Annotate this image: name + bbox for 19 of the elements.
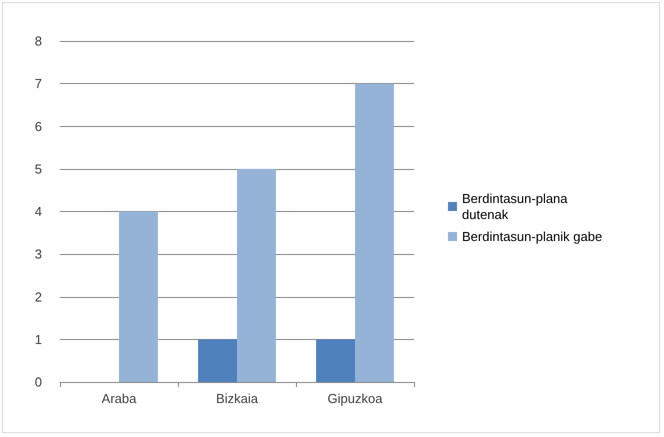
legend-label: Berdintasun-plana dutenak <box>462 191 572 222</box>
bar <box>237 168 276 382</box>
legend-label: Berdintasun-planik gabe <box>462 229 602 244</box>
bar <box>355 84 394 382</box>
y-tick-label: 2 <box>34 289 42 304</box>
bar <box>198 339 237 382</box>
y-tick-label: 8 <box>34 34 42 48</box>
x-tick-label: Bizkaia <box>216 391 259 406</box>
y-tick-label: 0 <box>34 374 42 390</box>
y-tick-label: 7 <box>34 76 42 92</box>
x-tick-label: Gipuzkoa <box>328 391 384 406</box>
bar <box>316 339 355 382</box>
y-tick-label: 4 <box>34 204 42 219</box>
y-tick-label: 3 <box>34 246 42 262</box>
y-tick-label: 6 <box>34 118 42 134</box>
y-tick-label: 5 <box>34 161 42 176</box>
y-tick-label: 1 <box>34 332 42 347</box>
bar <box>119 212 158 382</box>
x-tick-label: Araba <box>102 391 138 406</box>
